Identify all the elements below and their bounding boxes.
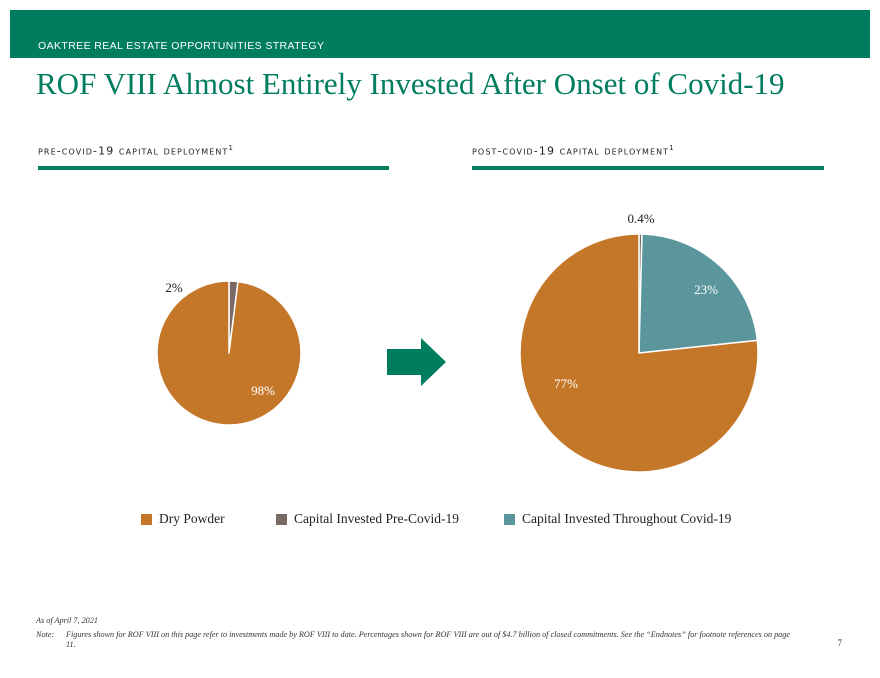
legend-swatch-capital-invested-pre	[276, 513, 287, 525]
legend-label-capital-invested-throughout: Capital Invested Throughout Covid-19	[522, 511, 732, 526]
legend-label-capital-invested-pre: Capital Invested Pre-Covid-19	[294, 511, 459, 526]
legend-swatch-dry-powder	[141, 513, 152, 525]
pre-covid-heading-text: pre-covid-19 capital deployment	[38, 144, 229, 158]
chart-legend: Dry Powder Capital Invested Pre-Covid-19…	[0, 511, 880, 531]
legend-swatch-capital-invested-throughout	[504, 513, 515, 525]
page-number: 7	[837, 638, 843, 648]
legend-item-capital-invested-pre: Capital Invested Pre-Covid-19	[276, 511, 459, 527]
pre-covid-data-label-capital-invested-pre-covid-19: 2%	[165, 280, 183, 295]
page-title: ROF VIII Almost Entirely Invested After …	[36, 66, 785, 101]
pre-covid-slice-dry-powder	[156, 280, 302, 426]
legend-item-dry-powder: Dry Powder	[141, 511, 225, 527]
post-covid-data-label-dry-powder: 77%	[554, 376, 578, 391]
header-band: OAKTREE REAL ESTATE OPPORTUNITIES STRATE…	[10, 10, 870, 58]
post-covid-footnote-mark: 1	[669, 144, 675, 152]
post-covid-section-heading: post-covid-19 capital deployment1	[472, 144, 675, 158]
strategy-label: OAKTREE REAL ESTATE OPPORTUNITIES STRATE…	[38, 40, 325, 52]
post-covid-data-label-capital-invested-pre-covid-19: 0.4%	[627, 211, 654, 226]
post-covid-data-label-capital-invested-throughout-covid-19: 23%	[694, 282, 718, 297]
post-covid-slice-dry-powder	[519, 233, 759, 473]
legend-label-dry-powder: Dry Powder	[159, 511, 225, 526]
post-covid-pie-chart: 0.4% 23% 77%	[519, 211, 759, 473]
right-arrow-icon	[387, 338, 446, 386]
legend-item-capital-invested-throughout: Capital Invested Throughout Covid-19	[504, 511, 731, 527]
post-covid-heading-text: post-covid-19 capital deployment	[472, 144, 670, 158]
pre-covid-section-heading: pre-covid-19 capital deployment1	[38, 144, 234, 158]
note-label: Note:	[36, 630, 55, 639]
pre-covid-footnote-mark: 1	[228, 144, 234, 152]
post-covid-slice-capital-invested-throughout-covid-19	[638, 233, 759, 354]
as-of-date: As of April 7, 2021	[36, 616, 98, 625]
pre-covid-section-rule	[38, 166, 389, 170]
note-text: Figures shown for ROF VIII on this page …	[66, 630, 791, 649]
deployment-pie-charts: 2% 98% 0.4% 23% 77%	[156, 211, 759, 473]
post-covid-section-rule	[472, 166, 824, 170]
pre-covid-data-label-dry-powder: 98%	[251, 383, 275, 398]
pre-covid-pie-chart: 2% 98%	[156, 280, 302, 426]
